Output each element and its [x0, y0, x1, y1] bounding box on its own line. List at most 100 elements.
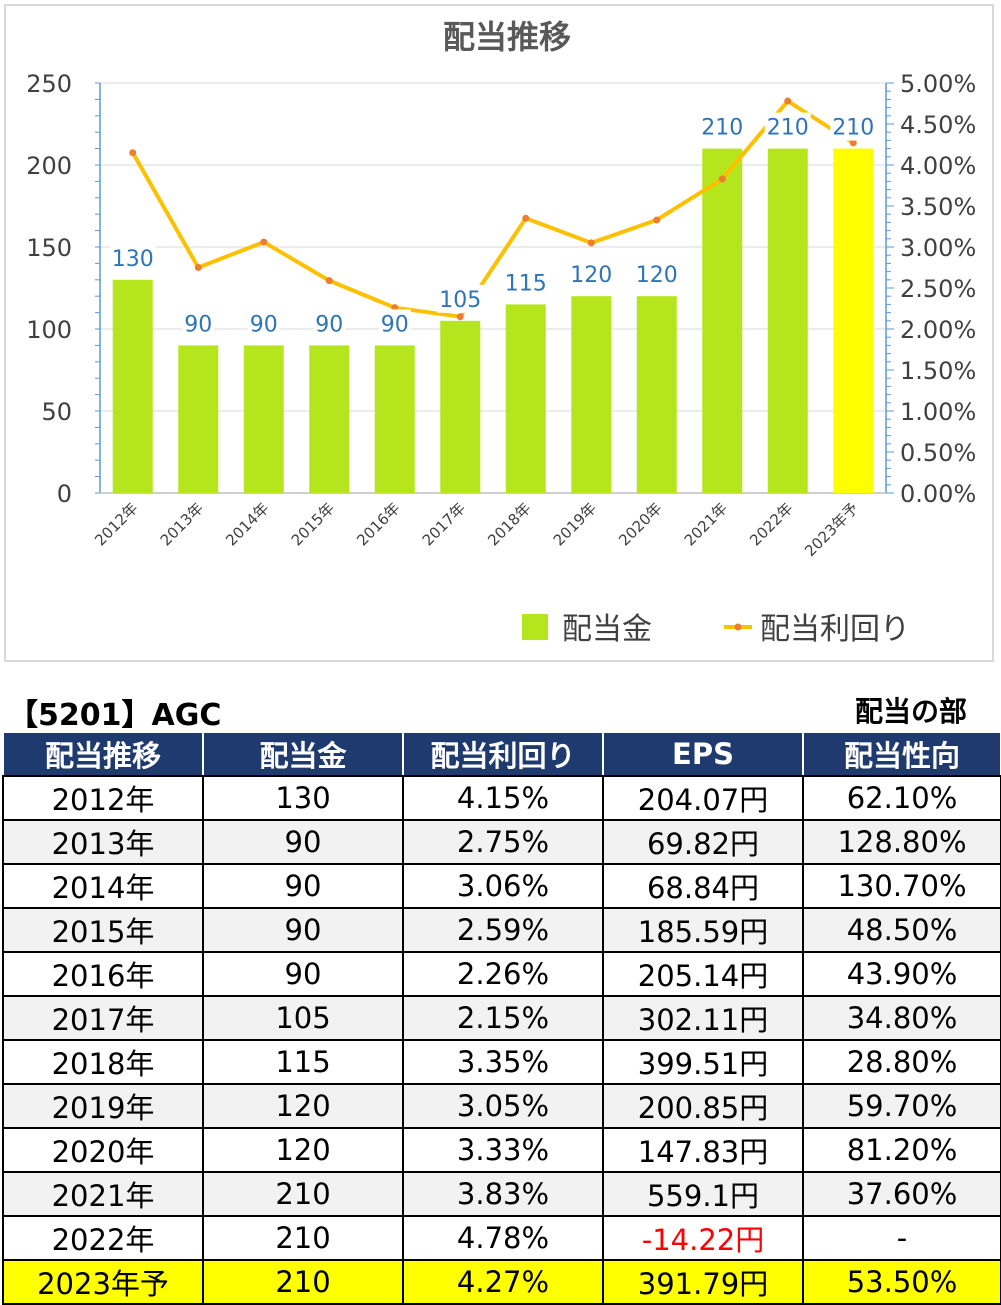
data-label-bg	[830, 112, 877, 141]
yield-point	[718, 175, 726, 183]
x-tick-label: 2013年	[157, 499, 207, 549]
yield-point	[522, 214, 530, 222]
table-cell: 37.60%	[802, 1171, 1001, 1217]
x-tick-label: 2016年	[353, 499, 403, 549]
right-tick-label: 2.00%	[900, 316, 976, 344]
data-label: 130	[112, 247, 154, 272]
data-label: 120	[636, 263, 678, 288]
yield-point	[194, 264, 202, 271]
legend-label: 配当利回り	[760, 612, 910, 647]
data-label-bg	[247, 309, 280, 338]
data-label: 90	[250, 312, 278, 337]
bar	[571, 296, 612, 493]
chart-title: 配当推移	[443, 18, 571, 56]
data-label-bg	[764, 112, 811, 141]
bar	[374, 345, 415, 493]
table-row: 2018年 115 3.35% 399.51円 28.80%	[2, 1039, 1001, 1085]
column-header: EPS	[602, 731, 804, 777]
yield-point	[849, 139, 857, 147]
x-tick-label: 2019年	[550, 499, 600, 549]
table-cell: 2023年予	[2, 1259, 204, 1305]
data-label-bg	[568, 260, 615, 289]
chart-canvas: 配当推移 0 50 100 150 200 250 0.00% 0.50% 1.00% 1.50% 2…	[26, 18, 976, 647]
x-tick-label: 2017年	[419, 499, 469, 549]
x-tick-label: 2023年予	[801, 499, 862, 560]
table-cell: 2.15%	[402, 995, 604, 1041]
table-cell: 68.84円	[602, 863, 804, 909]
table-cell: 205.14円	[602, 951, 804, 997]
data-label: 90	[184, 312, 212, 337]
table-cell: 105	[202, 995, 404, 1041]
yield-point	[587, 239, 595, 247]
data-label-bg	[109, 243, 156, 272]
yield-point	[653, 216, 661, 224]
table-header-row: 配当推移 配当金 配当利回り EPS 配当性向	[2, 731, 1001, 777]
table-cell: 3.83%	[402, 1171, 604, 1217]
table-cell: 147.83円	[602, 1127, 804, 1173]
table-cell: 90	[202, 951, 404, 997]
column-header: 配当利回り	[402, 731, 604, 777]
table-row: 2019年 120 3.05% 200.85円 59.70%	[2, 1083, 1001, 1129]
column-header: 配当性向	[802, 731, 1001, 777]
table-cell: 200.85円	[602, 1083, 804, 1129]
table-cell: 2012年	[2, 775, 204, 821]
table-cell: 2016年	[2, 951, 204, 997]
table-row: 2015年 90 2.59% 185.59円 48.50%	[2, 907, 1001, 953]
table-cell: 185.59円	[602, 907, 804, 953]
table-cell: 2.26%	[402, 951, 604, 997]
data-label: 120	[570, 263, 612, 288]
table-cell: 128.80%	[802, 819, 1001, 865]
table-cell: 2.75%	[402, 819, 604, 865]
table-row: 2016年 90 2.26% 205.14円 43.90%	[2, 951, 1001, 997]
x-tick-label: 2015年	[288, 499, 338, 549]
column-header: 配当推移	[2, 731, 204, 777]
table-cell: 559.1円	[602, 1171, 804, 1217]
table-cell: 210	[202, 1171, 404, 1217]
table-cell: 399.51円	[602, 1039, 804, 1085]
legend-label: 配当金	[562, 612, 652, 647]
table-cell: 2021年	[2, 1171, 204, 1217]
table-cell: 4.27%	[402, 1259, 604, 1305]
table-cell: 2022年	[2, 1215, 204, 1261]
x-tick-label: 2018年	[484, 499, 534, 549]
column-header: 配当金	[202, 731, 404, 777]
x-tick-label: 2020年	[615, 499, 665, 549]
table-cell: 69.82円	[602, 819, 804, 865]
data-label-bg	[437, 284, 484, 313]
x-tick-label: 2022年	[746, 499, 796, 549]
table-cell: 3.05%	[402, 1083, 604, 1129]
table-row: 2023年予 210 4.27% 391.79円 53.50%	[2, 1259, 1001, 1305]
yield-point	[129, 149, 137, 157]
data-label-bg	[699, 112, 746, 141]
y-tick-label: 100	[26, 316, 72, 344]
yield-point	[784, 97, 792, 105]
right-tick-label: 2.50%	[900, 275, 976, 303]
right-tick-label: 4.00%	[900, 152, 976, 180]
bar	[833, 148, 874, 493]
table-cell: 81.20%	[802, 1127, 1001, 1173]
table-cell: 90	[202, 907, 404, 953]
table-cell: 48.50%	[802, 907, 1001, 953]
table-cell: 2019年	[2, 1083, 204, 1129]
table-cell: 62.10%	[802, 775, 1001, 821]
table-cell: 115	[202, 1039, 404, 1085]
table-cell: -	[802, 1215, 1001, 1261]
table-cell: 130	[202, 775, 404, 821]
y-tick-label: 250	[26, 70, 72, 98]
right-tick-label: 5.00%	[900, 70, 976, 98]
right-tick-label: 3.50%	[900, 193, 976, 221]
table-cell: 120	[202, 1083, 404, 1129]
data-label-bg	[182, 309, 215, 338]
data-label: 210	[701, 116, 743, 141]
table-cell: 43.90%	[802, 951, 1001, 997]
bar	[767, 148, 808, 493]
bar	[309, 345, 350, 493]
company-title: 【5201】AGC	[8, 698, 222, 733]
table-cell: 2017年	[2, 995, 204, 1041]
dividend-table: 配当推移 配当金 配当利回り EPS 配当性向 2012年 130 4.15% 204.07円…	[2, 731, 1001, 1305]
table-cell: 2020年	[2, 1127, 204, 1173]
table-cell: 3.35%	[402, 1039, 604, 1085]
bar	[440, 320, 481, 493]
bar	[505, 304, 546, 493]
table-row: 2017年 105 2.15% 302.11円 34.80%	[2, 995, 1001, 1041]
